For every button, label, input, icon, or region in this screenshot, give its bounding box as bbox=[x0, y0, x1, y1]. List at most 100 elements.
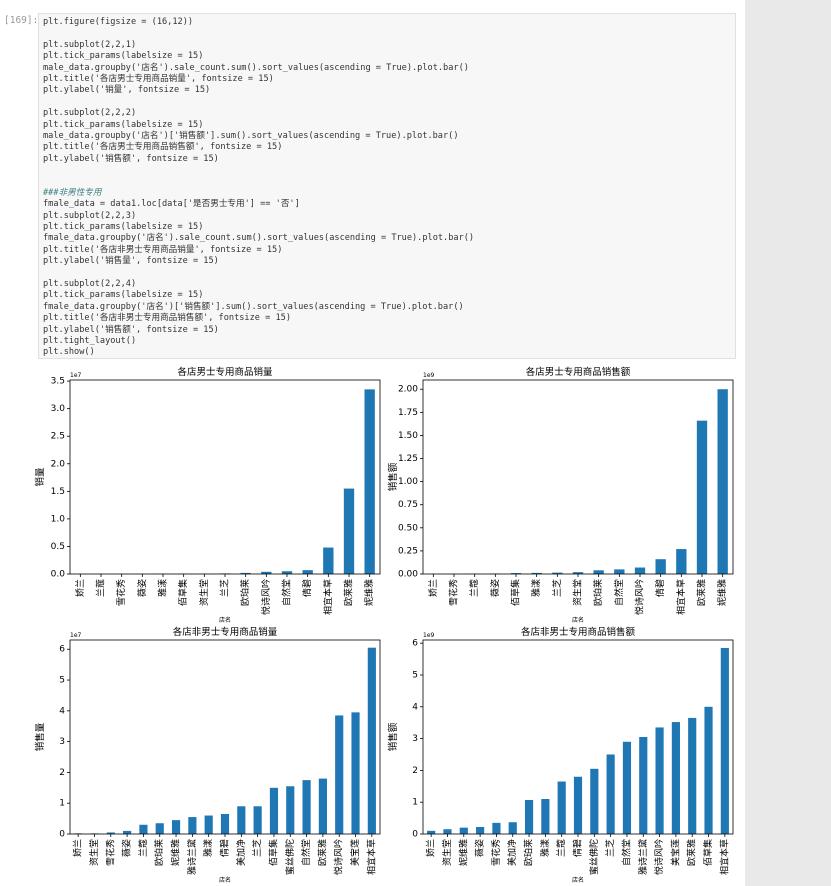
x-tick-label: 相宜本草 bbox=[718, 839, 730, 875]
x-tick-label: 薇姿 bbox=[489, 579, 501, 597]
bar bbox=[351, 712, 360, 834]
bar bbox=[590, 768, 599, 834]
bar bbox=[696, 420, 708, 574]
y-axis-label: 销售额 bbox=[387, 722, 399, 751]
x-tick-label: 娇兰 bbox=[427, 579, 439, 597]
x-tick-label: 蜜丝佛陀 bbox=[284, 839, 296, 875]
x-tick-label: 薇姿 bbox=[121, 839, 133, 857]
axes-frame bbox=[422, 639, 734, 835]
offset-label: 1e9 bbox=[423, 372, 435, 379]
x-tick-label: 欧莱雅 bbox=[343, 579, 355, 606]
y-tick-label: 3 bbox=[59, 737, 65, 747]
x-tick-label: 兰芝 bbox=[604, 839, 616, 857]
x-tick-label: 自然堂 bbox=[613, 579, 625, 606]
code-line: plt.ylabel('销量', fontsize = 15) bbox=[43, 85, 211, 96]
x-tick-label: 悦诗风吟 bbox=[653, 839, 665, 875]
code-line: fmale_data = data1.loc[data['是否男士专用'] ==… bbox=[43, 199, 300, 210]
x-tick-label: 兰芝 bbox=[251, 839, 263, 857]
bar bbox=[655, 559, 666, 574]
bar bbox=[286, 786, 295, 834]
x-tick-label: 美加净 bbox=[506, 839, 518, 866]
x-tick-label: 资生堂 bbox=[441, 839, 453, 866]
x-tick-label: 自然堂 bbox=[300, 839, 312, 866]
scrollbar-strip bbox=[745, 0, 831, 886]
bar bbox=[106, 832, 115, 834]
code-line: plt.figure(figsize = (16,12)) bbox=[43, 17, 194, 27]
code-line: plt.title('各店非男士专用商品销售额', fontsize = 15) bbox=[43, 313, 291, 324]
code-line: plt.tick_params(labelsize = 15) bbox=[43, 119, 204, 130]
x-tick-label: 兰蔻 bbox=[137, 839, 149, 857]
y-tick-label: 0 bbox=[412, 830, 418, 840]
x-tick-label: 佰草集 bbox=[510, 579, 522, 606]
y-axis-label: 销售额 bbox=[387, 462, 399, 491]
x-tick-label: 兰蔻 bbox=[468, 579, 480, 597]
x-tick-label: 薇姿 bbox=[136, 579, 148, 597]
code-cell[interactable]: plt.figure(figsize = (16,12)) plt.subplo… bbox=[38, 13, 736, 359]
x-tick-label: 雅漾 bbox=[539, 839, 551, 857]
x-tick-label: 兰芝 bbox=[219, 579, 231, 597]
bar bbox=[655, 727, 664, 834]
bar bbox=[557, 781, 566, 834]
code-line: plt.tick_params(labelsize = 15) bbox=[43, 290, 204, 301]
bar bbox=[717, 389, 728, 574]
bar bbox=[123, 830, 132, 834]
code-line: plt.show() bbox=[43, 347, 95, 358]
code-comment: ###非男性专用 bbox=[43, 187, 102, 198]
bar bbox=[302, 570, 313, 574]
bar bbox=[671, 722, 680, 834]
x-tick-label: 雪花秀 bbox=[115, 579, 127, 606]
x-tick-label: 雅诗兰黛 bbox=[186, 839, 198, 875]
y-tick-label: 0.0 bbox=[51, 570, 66, 580]
x-tick-label: 佰草集 bbox=[702, 839, 714, 866]
x-tick-label: 倩碧 bbox=[654, 579, 666, 597]
x-tick-label: 倩碧 bbox=[219, 839, 231, 857]
x-tick-label: 妮维雅 bbox=[170, 839, 182, 866]
axes-frame bbox=[69, 639, 381, 835]
x-tick-label: 兰芝 bbox=[551, 579, 563, 597]
code-line: fmale_data.groupby('店名')['销售额'].sum().so… bbox=[43, 301, 464, 312]
x-tick-label: 佰草集 bbox=[267, 839, 279, 866]
y-tick-label: 1 bbox=[59, 799, 65, 809]
cell-prompt: [169]: bbox=[4, 15, 39, 26]
offset-label: 1e7 bbox=[70, 632, 82, 639]
code-line: plt.title('各店男士专用商品销售额', fontsize = 15) bbox=[43, 142, 283, 153]
bar bbox=[492, 822, 501, 834]
bar bbox=[510, 573, 522, 574]
y-tick-label: 0.75 bbox=[398, 500, 418, 510]
x-tick-label: 欧珀莱 bbox=[153, 839, 165, 866]
bar bbox=[171, 820, 181, 834]
bar bbox=[524, 799, 534, 834]
y-tick-label: 3 bbox=[412, 734, 418, 744]
chart-title: 各店男士专用商品销售额 bbox=[526, 366, 631, 378]
offset-label: 1e9 bbox=[423, 632, 435, 639]
code-line: plt.subplot(2,2,3) bbox=[43, 210, 137, 221]
bar bbox=[155, 823, 164, 834]
x-tick-label: 雪花秀 bbox=[490, 839, 502, 866]
x-tick-label: 薇姿 bbox=[474, 839, 486, 857]
bar bbox=[552, 572, 563, 574]
x-tick-label: 雪花秀 bbox=[448, 579, 460, 606]
bar bbox=[188, 817, 197, 834]
bar bbox=[572, 572, 584, 574]
x-tick-label: 悦诗风吟 bbox=[333, 839, 345, 875]
x-tick-label: 美宝莲 bbox=[669, 839, 681, 866]
bar bbox=[634, 567, 646, 574]
x-tick-label: 妮维雅 bbox=[716, 579, 728, 606]
bar bbox=[639, 737, 648, 834]
x-tick-label: 欧珀莱 bbox=[523, 839, 535, 866]
chart-title: 各店男士专用商品销量 bbox=[177, 366, 273, 378]
y-tick-label: 4 bbox=[412, 702, 418, 712]
x-tick-label: 蜜丝佛陀 bbox=[588, 839, 600, 875]
code-line: plt.subplot(2,2,1) bbox=[43, 39, 137, 50]
x-tick-label: 悦诗风吟 bbox=[634, 579, 646, 615]
chart-title: 各店非男士专用商品销售额 bbox=[521, 626, 636, 638]
bar bbox=[323, 547, 334, 574]
y-tick-label: 0.25 bbox=[398, 546, 418, 556]
x-tick-label: 欧珀莱 bbox=[239, 579, 251, 606]
bar bbox=[204, 815, 213, 834]
bar bbox=[573, 776, 583, 834]
y-tick-label: 2.5 bbox=[51, 432, 65, 442]
bar bbox=[593, 570, 604, 574]
y-tick-label: 5 bbox=[59, 676, 65, 686]
code-line: male_data.groupby('店名')['销售额'].sum().sor… bbox=[43, 130, 459, 141]
